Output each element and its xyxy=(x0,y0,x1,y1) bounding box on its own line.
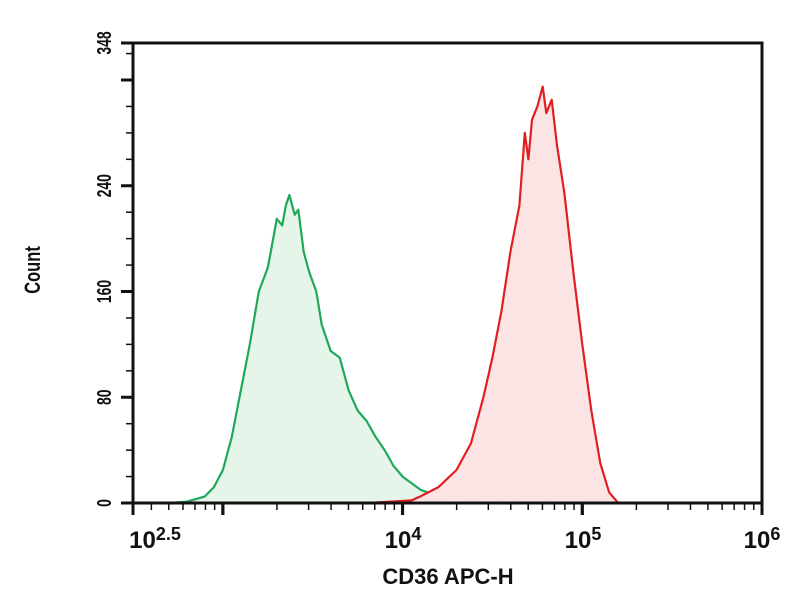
series-fill-1 xyxy=(366,86,619,503)
axes xyxy=(131,41,764,505)
y-tick-label: 348 xyxy=(92,31,115,55)
x-tick-label: 106 xyxy=(744,524,781,554)
y-tick-label: 80 xyxy=(92,389,115,405)
y-tick-label: 160 xyxy=(92,280,115,303)
series-layer xyxy=(168,85,620,505)
x-tick-label: 102.5 xyxy=(129,524,181,554)
x-tick-label: 104 xyxy=(385,524,422,554)
tick-labels: 0 80 160 240 348 102.5 104 105 106 xyxy=(92,31,780,554)
x-axis-label: CD36 APC-H xyxy=(382,564,513,589)
plot-frame xyxy=(131,41,764,505)
y-tick-label: 240 xyxy=(92,174,115,197)
series-line-0 xyxy=(168,193,547,505)
y-axis-label: Count xyxy=(21,246,46,294)
y-tick-label: 0 xyxy=(92,499,115,507)
ticks xyxy=(121,41,764,515)
x-tick-label: 105 xyxy=(565,524,602,554)
series-fill-0 xyxy=(168,195,547,503)
series-line-1 xyxy=(366,85,620,505)
